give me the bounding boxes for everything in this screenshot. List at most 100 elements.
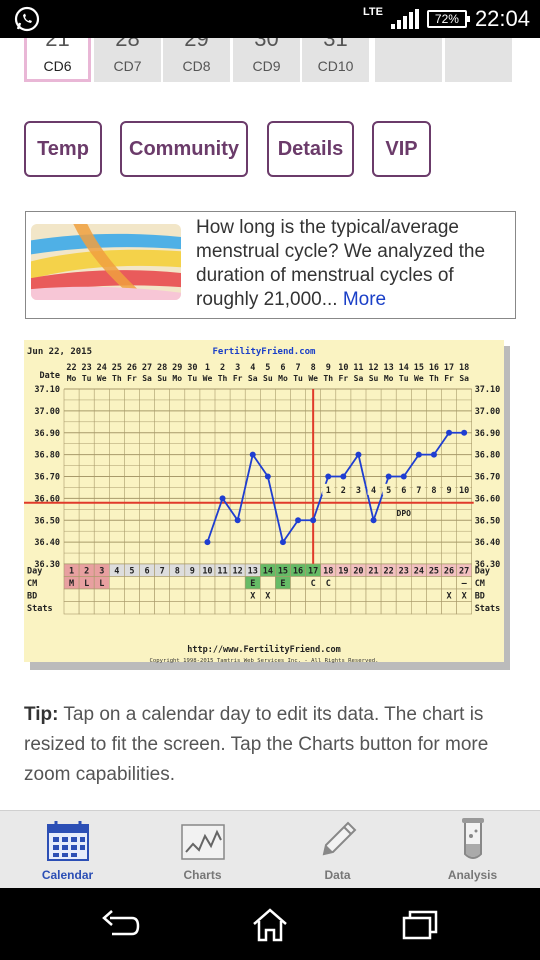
test-tube-icon: [461, 818, 484, 859]
tip-body: Tap on a calendar day to edit its data. …: [24, 704, 489, 785]
row-cell-stats: [124, 601, 140, 615]
y-tick-label-left: 36.50: [34, 516, 60, 526]
row-cell-cm: [410, 576, 427, 590]
row-cell-stats: [139, 601, 155, 615]
cycle-day-label: 26: [444, 567, 454, 577]
row-cell-stats: [275, 601, 291, 615]
row-cell-bd: [214, 588, 231, 602]
calendar-day-empty[interactable]: [445, 38, 512, 82]
calendar-day-number: 28: [115, 38, 140, 51]
date-label: 30: [187, 363, 197, 373]
weekday-label: Sa: [142, 374, 152, 383]
row-label-date: Date: [40, 371, 60, 381]
tip-label: Tip:: [24, 704, 59, 725]
calendar-strip: 21 CD6 28 CD7 29 CD8 30 CD9 31 CD10: [24, 38, 514, 84]
date-label: 12: [368, 363, 378, 373]
row-cell-stats: [410, 601, 427, 615]
tab-temp[interactable]: Temp: [24, 121, 102, 177]
recent-apps-icon[interactable]: [402, 908, 438, 940]
weekday-label: We: [414, 374, 424, 383]
row-cell-bd: [380, 588, 397, 602]
tab-vip[interactable]: VIP: [372, 121, 431, 177]
temperature-point: [264, 473, 271, 480]
home-icon[interactable]: [252, 908, 288, 942]
calendar-day-number: 30: [254, 38, 279, 51]
row-label-bd: BD: [27, 592, 37, 602]
calendar-day-number: [375, 38, 442, 52]
cycle-day-label: 3: [99, 567, 104, 577]
row-cell-cm: [335, 576, 352, 590]
row-cell-bd: [365, 588, 382, 602]
calendar-day-cd6[interactable]: 21 CD6: [24, 38, 91, 82]
tab-community[interactable]: Community: [120, 121, 248, 177]
date-label: 9: [326, 363, 331, 373]
status-bar: LTE 72% 22:04: [0, 0, 540, 38]
dpo-label-bg: [397, 483, 410, 495]
cm-value: C: [326, 579, 331, 589]
row-cell-stats: [441, 601, 457, 615]
row-cell-stats: [229, 601, 246, 615]
y-tick-label-left: 36.30: [34, 560, 60, 570]
row-label-cm: CM: [27, 579, 37, 589]
row-cell-cm: [350, 576, 367, 590]
row-cell-stats: [154, 601, 171, 615]
tab-details[interactable]: Details: [267, 121, 354, 177]
row-cell-cm: [229, 576, 246, 590]
nav-label: Charts: [183, 868, 222, 882]
date-label: 14: [399, 363, 409, 373]
cm-value: C: [311, 579, 316, 589]
bbt-chart-svg[interactable]: Jun 22, 2015 FertilityFriend.comDate22Mo2…: [24, 340, 510, 670]
more-link[interactable]: More: [342, 289, 387, 310]
cycle-day-label: 21: [368, 567, 378, 577]
temperature-point: [295, 517, 302, 524]
date-label: 3: [235, 363, 240, 373]
row-cell-stats: [63, 601, 80, 615]
row-cell-stats: [305, 601, 322, 615]
row-cell-bd: [109, 588, 125, 602]
date-label: 8: [311, 363, 316, 373]
dpo-label: DPO: [397, 509, 412, 518]
temperature-point: [461, 429, 468, 436]
row-cell-stats: [109, 601, 125, 615]
chart-site-title: FertilityFriend.com: [213, 346, 317, 357]
calendar-day-cd10[interactable]: 31 CD10: [302, 38, 369, 82]
calendar-day-number: 31: [323, 38, 348, 51]
nav-charts[interactable]: Charts: [135, 811, 270, 888]
row-label-stats: Stats: [27, 604, 53, 614]
nav-calendar[interactable]: Calendar: [0, 811, 135, 888]
calendar-day-cd8[interactable]: 29 CD8: [163, 38, 230, 82]
date-label: 15: [414, 363, 424, 373]
row-cell-cm: [139, 576, 155, 590]
dpo-label-bg: [322, 483, 335, 495]
temperature-point: [340, 473, 347, 480]
date-label: 11: [353, 363, 363, 373]
cycle-day-label: 1: [69, 567, 74, 577]
cm-value: M: [69, 579, 74, 589]
signal-icon: [390, 9, 419, 29]
back-icon[interactable]: [100, 908, 140, 940]
date-label: 24: [97, 363, 107, 373]
row-cell-bd: [169, 588, 186, 602]
nav-analysis[interactable]: Analysis: [405, 811, 540, 888]
nav-data[interactable]: Data: [270, 811, 405, 888]
article-card[interactable]: How long is the typical/average menstrua…: [25, 211, 516, 319]
dpo-label-bg: [458, 483, 471, 495]
weekday-label: Sa: [354, 374, 364, 383]
cm-value: L: [99, 579, 104, 589]
chart-icon: [180, 824, 225, 860]
row-cell-cm: [441, 576, 457, 590]
calendar-day-cd7[interactable]: 28 CD7: [94, 38, 161, 82]
row-cell-stats: [169, 601, 186, 615]
calendar-day-cd9[interactable]: 30 CD9: [233, 38, 300, 82]
row-cell-bd: [410, 588, 427, 602]
calendar-day-empty[interactable]: [375, 38, 442, 82]
bbt-chart[interactable]: Jun 22, 2015 FertilityFriend.com Date 22 Mo 2…: [24, 340, 510, 670]
temperature-point: [249, 451, 256, 458]
temperature-point: [204, 539, 211, 546]
cycle-day-label: 27: [459, 567, 469, 577]
row-cell-cm: [109, 576, 125, 590]
date-label: 7: [295, 363, 300, 373]
network-type: LTE: [362, 6, 383, 18]
cycle-day-label: 17: [308, 567, 318, 577]
cycle-day-label: 13: [248, 567, 258, 577]
